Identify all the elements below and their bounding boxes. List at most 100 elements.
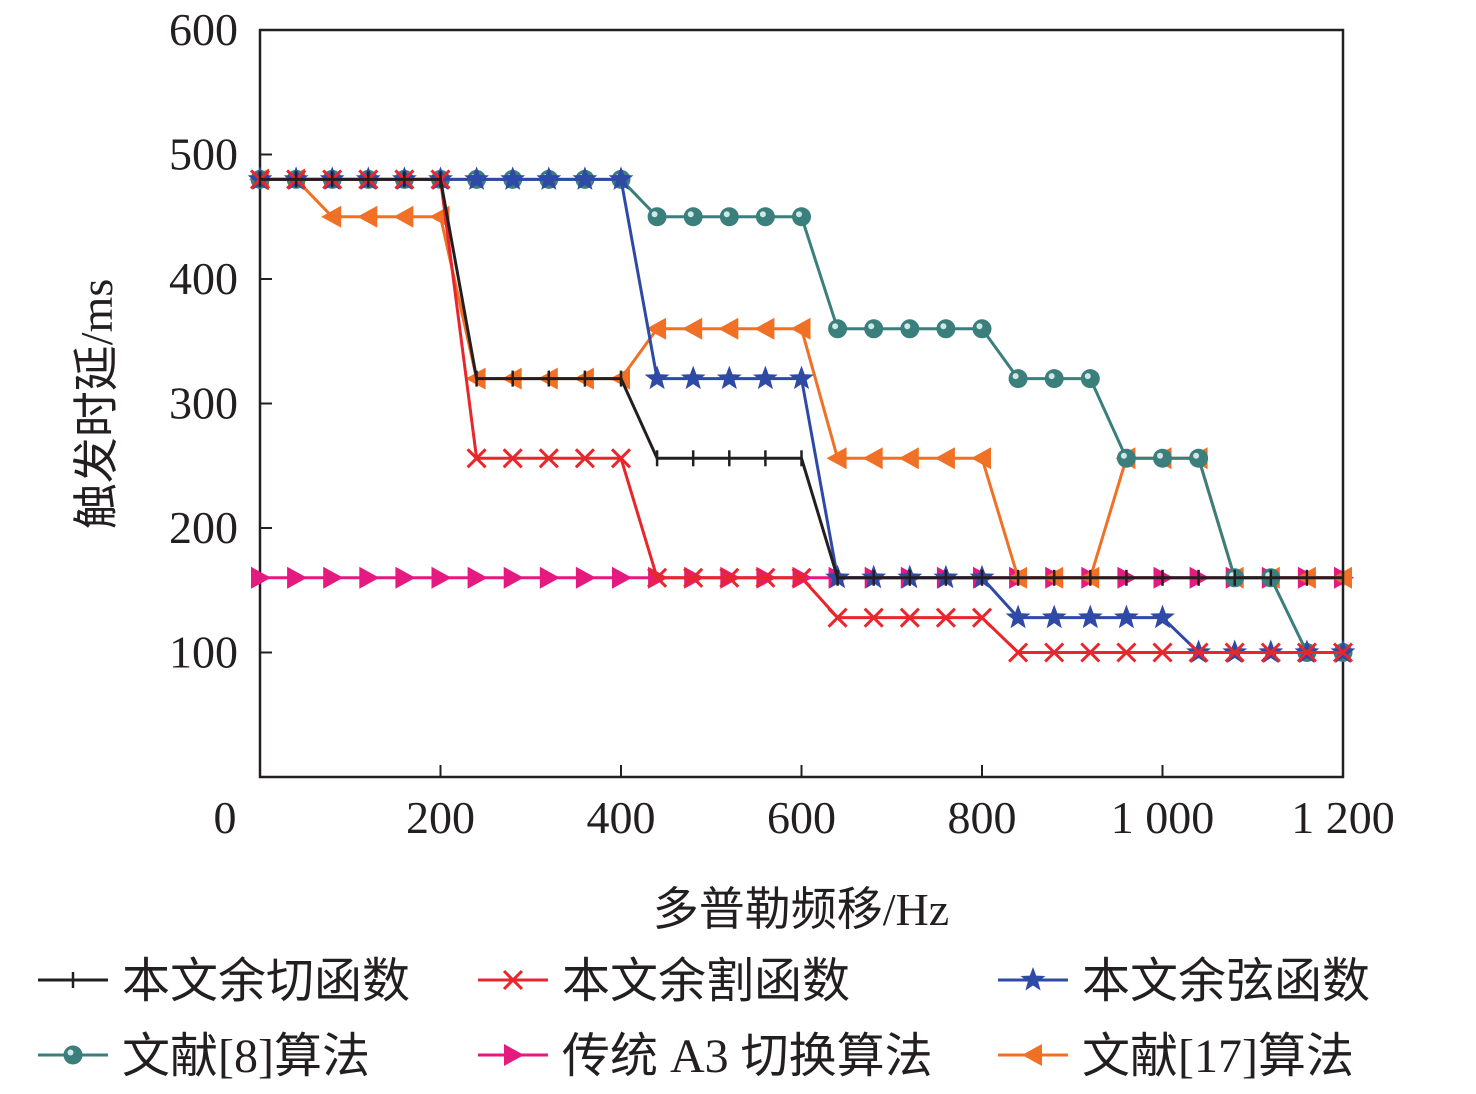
x-marker-stroke [466, 448, 487, 469]
y-tick-label: 600 [169, 4, 238, 55]
data-point-marker [1044, 642, 1065, 663]
x-marker-stroke [827, 607, 848, 628]
data-point-marker [574, 448, 595, 469]
x-marker-stroke [502, 448, 523, 469]
data-point-marker [500, 166, 526, 190]
x-marker-stroke [1080, 642, 1101, 663]
data-point-marker [1008, 642, 1029, 663]
data-point-marker [826, 447, 847, 470]
circle-marker-body [1116, 448, 1136, 468]
data-point-marker [1080, 642, 1101, 663]
data-point-marker [467, 566, 488, 589]
legend-item: 本文余切函数 [38, 955, 410, 1008]
data-point-marker [790, 317, 811, 340]
legend-label: 本文余割函数 [562, 955, 850, 1008]
data-point-marker [646, 317, 667, 340]
data-point-marker [1153, 448, 1172, 468]
data-point-marker [791, 567, 812, 588]
x-tick-label: 600 [767, 792, 836, 843]
data-point-marker [683, 567, 704, 588]
data-point-marker [719, 567, 740, 588]
data-point-marker [466, 448, 487, 469]
data-point-marker [575, 566, 596, 589]
data-point-marker [1044, 369, 1064, 389]
data-point-marker [502, 448, 523, 469]
legend-marker [502, 969, 524, 991]
data-point-marker [612, 566, 632, 589]
data-point-marker [755, 567, 776, 588]
data-point-marker [862, 447, 883, 470]
series-tick [258, 171, 1345, 586]
data-point-marker [1077, 604, 1103, 629]
legend-label: 文献[8]算法 [122, 1030, 370, 1083]
circle-marker-body [972, 319, 992, 339]
data-point-marker [1080, 369, 1100, 389]
data-point-marker [755, 207, 775, 227]
circle-marker-highlight [940, 323, 947, 330]
circle-marker-body [936, 319, 956, 339]
legend-marker [63, 1045, 83, 1065]
circle-marker-body [792, 207, 811, 227]
data-point-marker [610, 448, 632, 469]
x-marker-stroke [647, 567, 668, 588]
x-marker-stroke [899, 607, 920, 628]
y-tick-label: 100 [169, 627, 238, 678]
data-point-marker [716, 365, 742, 390]
x-marker-stroke [719, 567, 740, 588]
data-point-marker [899, 607, 920, 628]
x-marker-stroke [610, 448, 632, 469]
circle-marker-highlight [796, 211, 802, 218]
circle-marker-body [683, 207, 703, 227]
data-point-marker [608, 166, 634, 190]
data-point-marker [935, 607, 956, 628]
y-axis-label: 触发时延/ms [71, 279, 122, 529]
data-point-marker [321, 205, 342, 228]
x-marker-stroke [971, 607, 993, 628]
x-marker-stroke [538, 448, 559, 469]
data-point-marker [828, 319, 848, 339]
legend-marker [504, 1044, 524, 1066]
x-marker-stroke [1008, 642, 1029, 663]
circle-marker-highlight [1012, 373, 1019, 380]
data-point-marker [503, 566, 524, 589]
data-point-marker [1188, 642, 1209, 663]
x-marker-stroke [1224, 642, 1245, 663]
data-point-marker [719, 207, 739, 227]
data-point-marker [1152, 642, 1173, 663]
data-point-marker [683, 207, 703, 227]
x-marker-stroke [1152, 642, 1173, 663]
data-point-marker [1189, 448, 1209, 468]
x-marker-stroke [755, 567, 776, 588]
series-circle [250, 169, 1353, 662]
x-marker-stroke [935, 607, 956, 628]
circle-marker-highlight [1193, 452, 1200, 459]
data-point-marker [539, 566, 560, 589]
circle-marker-highlight [1048, 373, 1055, 380]
data-point-marker [718, 317, 739, 340]
circle-marker-body [900, 319, 920, 339]
circle-marker-highlight [1120, 452, 1127, 459]
data-point-marker [972, 319, 992, 339]
x-marker-stroke [1260, 642, 1281, 663]
data-point-marker [934, 447, 955, 470]
x-marker-stroke [1188, 642, 1209, 663]
x-tick-label: 0 [214, 792, 237, 843]
data-point-marker [936, 319, 956, 339]
x-marker-stroke [1296, 642, 1317, 663]
y-tick-label: 300 [169, 378, 238, 429]
circle-marker-highlight [723, 211, 730, 218]
plot-area-frame [258, 28, 1345, 779]
data-point-marker [536, 166, 562, 190]
series-star [247, 166, 1356, 663]
legend-item: 本文余弦函数 [998, 955, 1370, 1008]
legend-label: 传统 A3 切换算法 [562, 1030, 933, 1083]
data-point-marker [792, 207, 811, 227]
data-point-marker [1150, 604, 1175, 629]
data-point-marker [464, 166, 489, 190]
x-marker-stroke [574, 448, 595, 469]
circle-marker-highlight [1157, 452, 1163, 459]
data-point-marker [1041, 604, 1067, 629]
legend-item: 文献[8]算法 [38, 1030, 370, 1083]
legend-label: 本文余弦函数 [1082, 955, 1370, 1008]
